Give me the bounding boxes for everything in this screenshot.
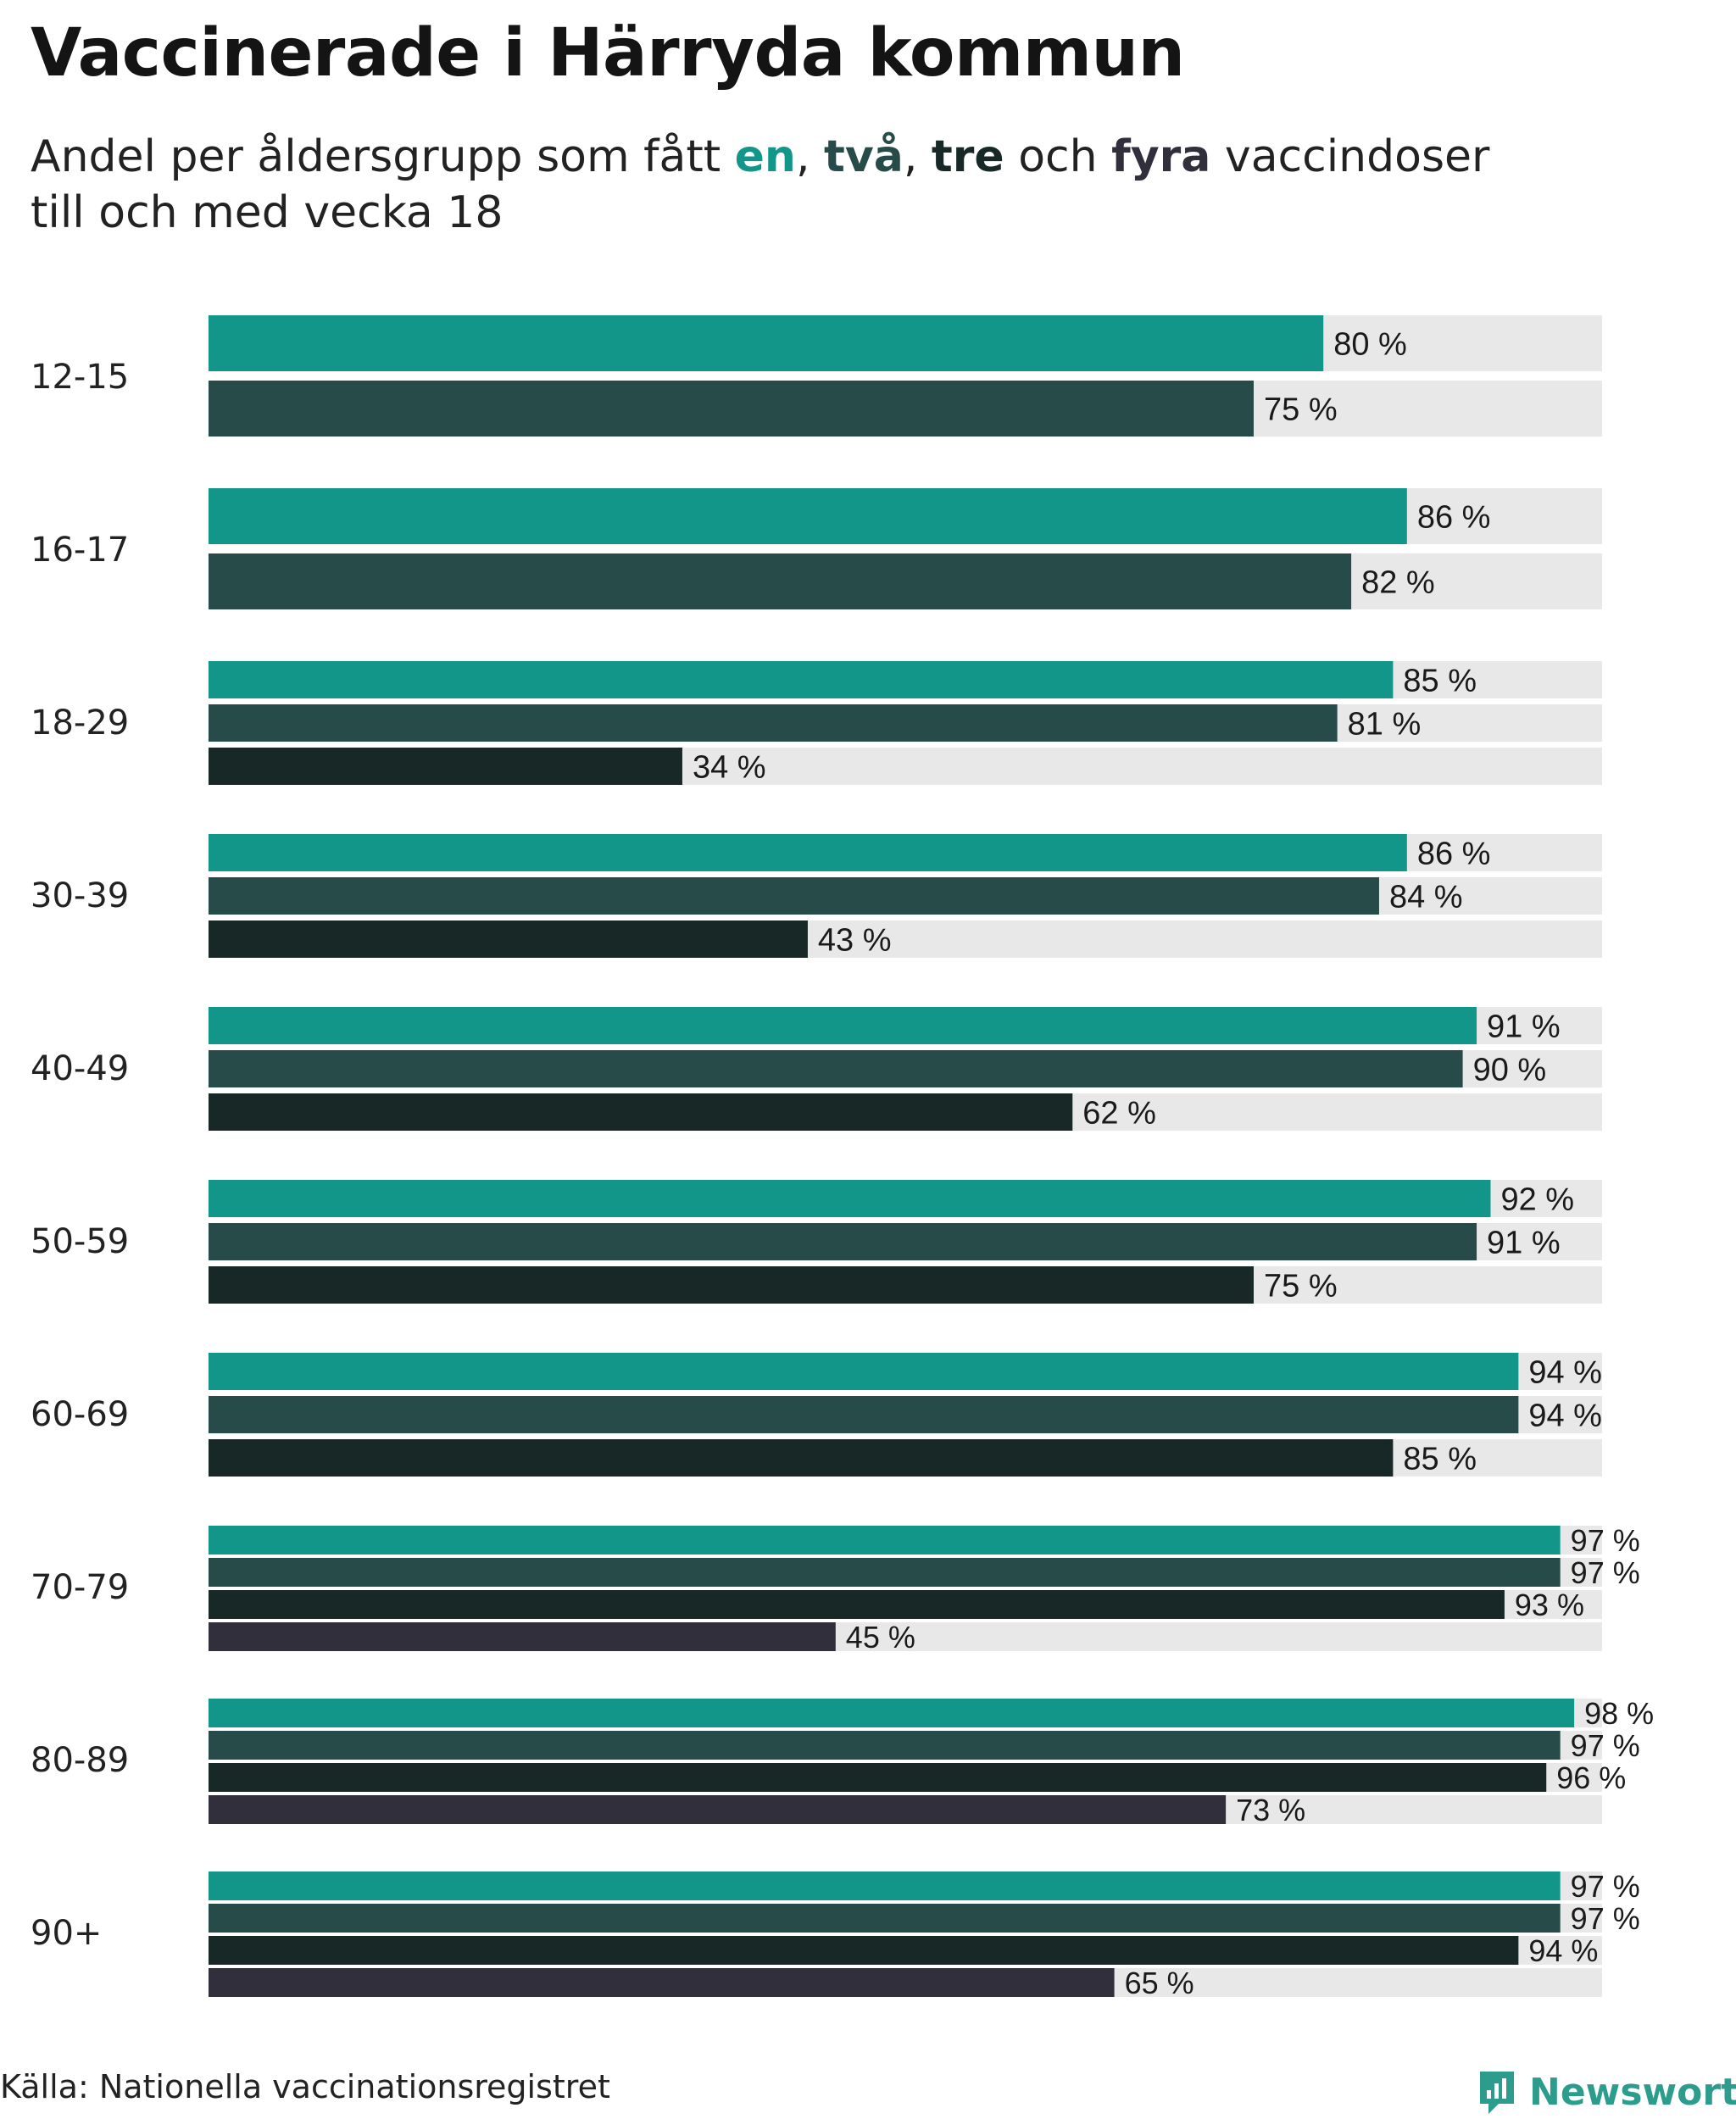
bar-30-39-dose-1 — [209, 834, 1407, 871]
y-tick-label: 40-49 — [31, 1049, 129, 1088]
newsworthy-logo-icon — [1480, 2072, 1514, 2114]
data-label: 65 % — [1125, 1966, 1194, 2000]
bar-80-89-dose-3 — [209, 1763, 1547, 1792]
data-label: 45 % — [846, 1620, 915, 1655]
data-label: 94 % — [1528, 1933, 1598, 1968]
brand-name: Newsworthy — [1529, 2070, 1736, 2114]
legend-key-dose-3: tre — [931, 131, 1004, 182]
bar-18-29-dose-1 — [209, 661, 1394, 698]
subtitle-suffix: vaccindoser — [1210, 131, 1490, 182]
y-tick-label: 90+ — [31, 1914, 102, 1953]
y-tick-label: 18-29 — [31, 704, 129, 742]
bar-90+-dose-1 — [209, 1872, 1561, 1900]
bar-50-59-dose-2 — [209, 1223, 1477, 1260]
y-tick-label: 50-59 — [31, 1222, 129, 1261]
bar-60-69-dose-3 — [209, 1439, 1394, 1477]
data-label: 94 % — [1528, 1355, 1602, 1391]
bar-60-69-dose-2 — [209, 1396, 1519, 1433]
subtitle-separator: , — [903, 131, 932, 182]
bar-80-89-dose-4 — [209, 1795, 1227, 1824]
subtitle-connector: och — [1004, 131, 1112, 182]
bar-60-69-dose-1 — [209, 1353, 1519, 1390]
data-label: 75 % — [1264, 1269, 1338, 1304]
bar-16-17-dose-1 — [209, 488, 1407, 544]
y-tick-label: 16-17 — [31, 531, 129, 570]
chart-title: Vaccinerade i Härryda kommun — [31, 15, 1185, 92]
data-label: 80 % — [1333, 327, 1407, 363]
bar-18-29-dose-3 — [209, 748, 682, 785]
bar-40-49-dose-3 — [209, 1093, 1073, 1131]
data-label: 91 % — [1487, 1226, 1561, 1261]
y-tick-label: 12-15 — [31, 358, 129, 397]
data-label: 82 % — [1361, 565, 1435, 601]
bar-50-59-dose-1 — [209, 1180, 1491, 1217]
bar-40-49-dose-1 — [209, 1007, 1477, 1044]
legend-key-dose-4: fyra — [1111, 131, 1211, 182]
data-label: 73 % — [1236, 1793, 1305, 1827]
data-label: 86 % — [1417, 500, 1491, 536]
bar-30-39-dose-3 — [209, 920, 808, 958]
data-label: 43 % — [818, 923, 892, 959]
bar-70-79-dose-4 — [209, 1622, 836, 1651]
y-tick-label: 60-69 — [31, 1395, 129, 1434]
bar-30-39-dose-2 — [209, 877, 1379, 915]
data-label: 97 % — [1571, 1901, 1640, 1936]
data-label: 97 % — [1571, 1523, 1640, 1558]
legend-key-dose-2: två — [824, 131, 904, 182]
data-label: 98 % — [1584, 1696, 1654, 1731]
bar-50-59-dose-3 — [209, 1266, 1254, 1304]
data-label: 81 % — [1348, 707, 1422, 742]
data-label: 97 % — [1571, 1728, 1640, 1763]
data-label: 86 % — [1417, 837, 1491, 872]
y-tick-label: 30-39 — [31, 876, 129, 915]
subtitle-separator: , — [795, 131, 825, 182]
data-label: 85 % — [1403, 1442, 1477, 1477]
data-label: 97 % — [1571, 1869, 1640, 1904]
data-label: 34 % — [693, 750, 766, 786]
subtitle-prefix: Andel per åldersgrupp som fått — [31, 131, 735, 182]
data-label: 91 % — [1487, 1009, 1561, 1045]
data-label: 96 % — [1556, 1760, 1626, 1795]
bar-90+-dose-4 — [209, 1968, 1115, 1997]
subtitle-line-2: till och med vecka 18 — [31, 187, 504, 238]
y-tick-label: 80-89 — [31, 1741, 129, 1780]
bar-40-49-dose-2 — [209, 1050, 1463, 1087]
bar-80-89-dose-1 — [209, 1699, 1575, 1727]
source-note: Källa: Nationella vaccinationsregistret — [0, 2068, 610, 2105]
data-label: 97 % — [1571, 1555, 1640, 1590]
data-label: 90 % — [1473, 1053, 1547, 1088]
data-label: 84 % — [1389, 880, 1463, 915]
bar-16-17-dose-2 — [209, 553, 1352, 609]
y-tick-label: 70-79 — [31, 1568, 129, 1607]
bar-90+-dose-3 — [209, 1936, 1519, 1965]
bar-90+-dose-2 — [209, 1904, 1561, 1933]
bar-70-79-dose-1 — [209, 1526, 1561, 1554]
data-label: 85 % — [1403, 664, 1477, 699]
data-label: 93 % — [1515, 1588, 1584, 1622]
data-label: 75 % — [1264, 392, 1338, 428]
brand: Newsworthy — [1477, 2068, 1736, 2116]
data-label: 62 % — [1082, 1096, 1156, 1132]
bar-12-15-dose-1 — [209, 315, 1324, 371]
legend-key-dose-1: en — [734, 131, 796, 182]
bar-70-79-dose-2 — [209, 1558, 1561, 1587]
bar-70-79-dose-3 — [209, 1590, 1505, 1619]
chart-subtitle: Andel per åldersgrupp som fått en, två, … — [31, 129, 1641, 241]
data-label: 92 % — [1500, 1182, 1574, 1218]
data-label: 94 % — [1528, 1399, 1602, 1434]
bar-12-15-dose-2 — [209, 381, 1254, 437]
bar-18-29-dose-2 — [209, 704, 1338, 742]
bar-80-89-dose-2 — [209, 1731, 1561, 1760]
